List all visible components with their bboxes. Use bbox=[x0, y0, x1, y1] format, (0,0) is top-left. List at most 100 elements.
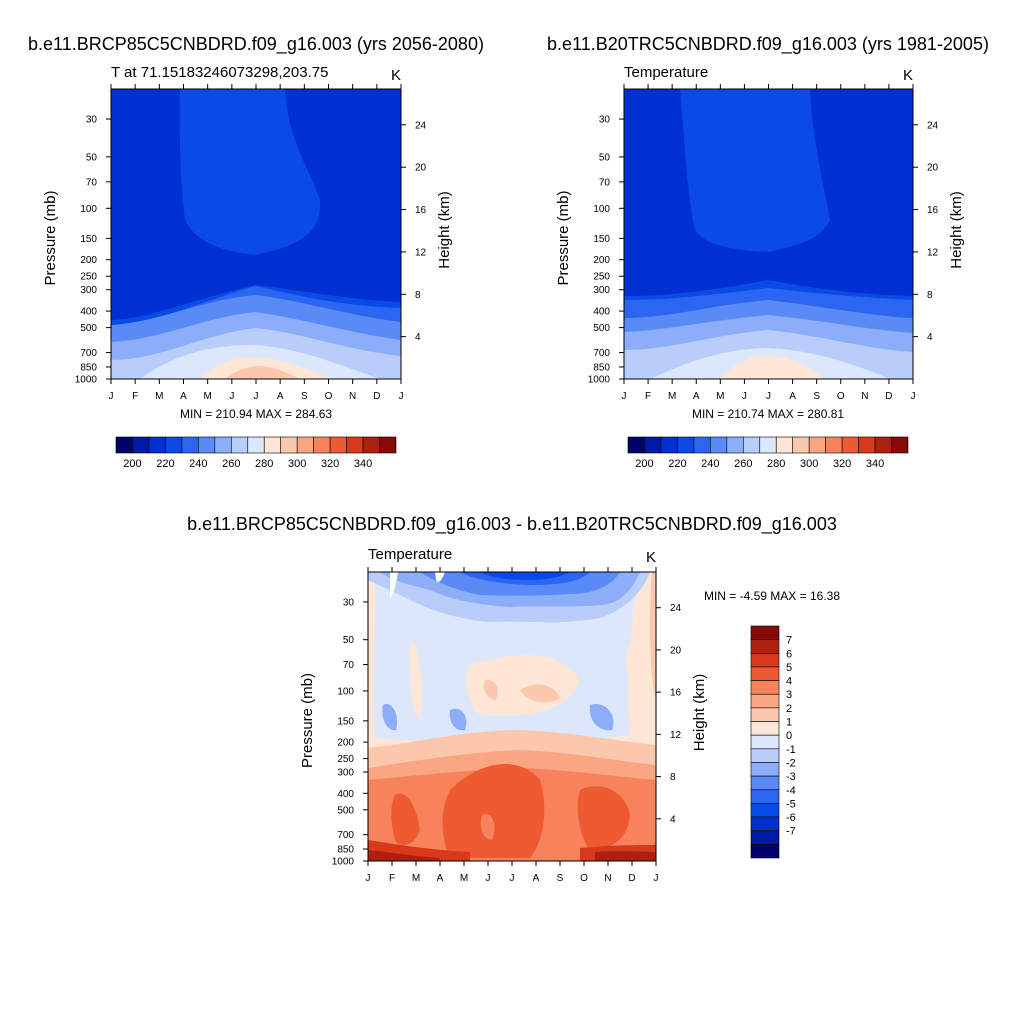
colorbar-swatch bbox=[858, 436, 876, 454]
x-tick-label: J bbox=[109, 391, 114, 402]
colorbar-swatch bbox=[198, 436, 216, 454]
colorbar-label: -1 bbox=[786, 744, 796, 756]
y-tick-label: 50 bbox=[86, 152, 98, 163]
x-tick-label: N bbox=[604, 873, 611, 884]
panel-historical-minmax: MIN = 210.74 MAX = 280.81 bbox=[692, 407, 844, 421]
colorbar-label: 2 bbox=[786, 703, 792, 715]
y-tick-label: 70 bbox=[599, 177, 611, 188]
contour-band bbox=[589, 704, 614, 731]
y-tick-label: 400 bbox=[593, 307, 610, 318]
y2-tick-label: 4 bbox=[927, 332, 933, 343]
colorbar-label: 6 bbox=[786, 648, 792, 660]
x-tick-label: F bbox=[132, 391, 138, 402]
y-tick-label: 100 bbox=[593, 204, 610, 215]
y-tick-label: 70 bbox=[86, 177, 98, 188]
colorbar-swatch bbox=[644, 436, 662, 454]
y-tick-label: 400 bbox=[337, 789, 354, 800]
colorbar-swatch bbox=[891, 436, 909, 454]
x-tick-label: M bbox=[460, 873, 468, 884]
colorbar-label: 320 bbox=[833, 458, 851, 470]
y2-tick-label: 16 bbox=[670, 688, 682, 699]
panel-difference: Temperature K bbox=[299, 546, 840, 884]
colorbar-swatch bbox=[775, 436, 794, 454]
x-tick-label: A bbox=[693, 391, 700, 402]
colorbar-swatch bbox=[750, 652, 780, 668]
y-tick-label: 200 bbox=[593, 255, 610, 266]
contour-band bbox=[577, 786, 630, 850]
colorbar-swatch bbox=[280, 436, 298, 454]
colorbar-label: 7 bbox=[786, 635, 792, 647]
y-tick-label: 200 bbox=[337, 738, 354, 749]
y2-tick-label: 16 bbox=[415, 205, 427, 216]
panel-difference-minmax: MIN = -4.59 MAX = 16.38 bbox=[704, 589, 840, 603]
y2-tick-label: 12 bbox=[927, 247, 939, 258]
x-tick-label: O bbox=[325, 391, 333, 402]
colorbar-swatch bbox=[825, 436, 843, 454]
colorbar-swatch bbox=[750, 680, 780, 695]
colorbar-swatch bbox=[693, 436, 711, 454]
colorbar-label: 220 bbox=[156, 458, 174, 470]
x-tick-label: J bbox=[399, 391, 404, 402]
x-tick-label: J bbox=[510, 873, 515, 884]
colorbar-swatch bbox=[165, 436, 183, 454]
colorbar-swatch bbox=[750, 734, 780, 750]
colorbar-swatch bbox=[296, 436, 314, 454]
y-tick-label: 30 bbox=[343, 597, 355, 608]
contour-band bbox=[179, 89, 321, 255]
colorbar-difference: 76 5 43 2 10 -1-2 -3 -4-5 -6 -7 bbox=[750, 625, 796, 859]
colorbar-label: 280 bbox=[767, 458, 785, 470]
contour-band bbox=[626, 643, 652, 697]
panel-future-left-title: T at 71.15183246073298,203.75 bbox=[111, 64, 328, 81]
y-tick-label: 700 bbox=[593, 348, 610, 359]
panel-difference-units: K bbox=[646, 549, 656, 566]
y2-tick-label: 4 bbox=[415, 332, 421, 343]
contour-band bbox=[382, 704, 398, 731]
colorbar-label: 300 bbox=[800, 458, 818, 470]
x-tick-label: M bbox=[668, 391, 676, 402]
y2-tick-label: 20 bbox=[927, 163, 939, 174]
colorbar-label: 320 bbox=[321, 458, 339, 470]
y-tick-label: 500 bbox=[337, 805, 354, 816]
y-tick-label: 500 bbox=[593, 323, 610, 334]
x-tick-label: J bbox=[486, 873, 491, 884]
contour-band bbox=[480, 572, 570, 580]
colorbar-label: 340 bbox=[866, 458, 884, 470]
x-tick-label: F bbox=[645, 391, 651, 402]
colorbar-swatch bbox=[181, 436, 199, 454]
colorbar-future: 200 220 240 260 280 300 320 340 bbox=[115, 436, 397, 470]
y-tick-label: 1000 bbox=[332, 857, 355, 868]
colorbar-label: 260 bbox=[222, 458, 240, 470]
contour-band bbox=[391, 793, 420, 846]
y-tick-label: 250 bbox=[80, 272, 97, 283]
y2-tick-label: 16 bbox=[927, 205, 939, 216]
colorbar-swatch bbox=[750, 803, 780, 818]
panel-future-minmax: MIN = 210.94 MAX = 284.63 bbox=[180, 407, 332, 421]
colorbar-historical: 200 220 240 260 280 300 320 340 bbox=[627, 436, 909, 470]
x-tick-label: S bbox=[813, 391, 820, 402]
contour-band bbox=[225, 366, 300, 379]
colorbar-label: -3 bbox=[786, 771, 796, 783]
colorbar-label: -4 bbox=[786, 785, 796, 797]
colorbar-label: 340 bbox=[354, 458, 372, 470]
colorbar-swatch bbox=[346, 436, 364, 454]
contour-band bbox=[442, 763, 545, 858]
colorbar-swatch bbox=[759, 436, 777, 454]
panel-historical-left-title: Temperature bbox=[624, 64, 708, 81]
y2-tick-label: 8 bbox=[670, 772, 676, 783]
x-tick-label: M bbox=[203, 391, 211, 402]
colorbar-swatch bbox=[115, 436, 133, 454]
colorbar-swatch bbox=[230, 436, 249, 454]
panel-future-header: b.e11.BRCP85C5CNBDRD.f09_g16.003 (yrs 20… bbox=[28, 34, 484, 55]
colorbar-swatch bbox=[750, 707, 780, 722]
contour-band bbox=[390, 572, 398, 598]
colorbar-swatch bbox=[750, 625, 780, 640]
colorbar-swatch bbox=[750, 816, 780, 832]
contour-band bbox=[520, 684, 560, 703]
x-tick-label: O bbox=[837, 391, 845, 402]
contour-band bbox=[649, 572, 656, 700]
x-tick-label: J bbox=[254, 391, 259, 402]
y2-tick-label: 12 bbox=[670, 730, 682, 741]
contour-band bbox=[484, 679, 498, 700]
panel-future-stats: MIN = 210.94 MAX = 284.63 bbox=[180, 407, 332, 421]
x-tick-label: F bbox=[389, 873, 395, 884]
